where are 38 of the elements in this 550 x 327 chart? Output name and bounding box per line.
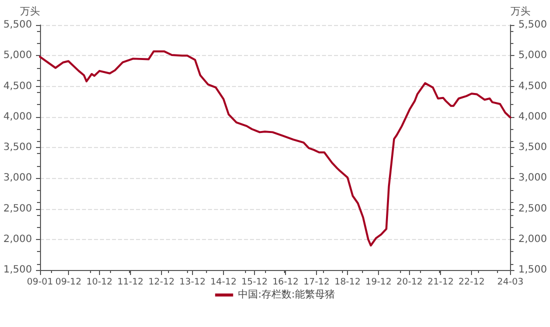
y2-tick-label: 3,500 xyxy=(518,142,548,153)
y2-axis-title: 万头 xyxy=(510,6,530,18)
x-tick-label: 14-12 xyxy=(210,278,237,288)
x-tick-label: 22-12 xyxy=(458,278,485,288)
y-axis-title: 万头 xyxy=(20,6,40,18)
x-tick-label: 13-12 xyxy=(179,278,206,288)
y-tick-label: 4,000 xyxy=(3,111,32,122)
y2-tick-label: 2,000 xyxy=(518,234,548,245)
legend-label: 中国:存栏数:能繁母猪 xyxy=(238,288,335,300)
x-tick-label: 21-12 xyxy=(428,278,454,288)
x-tick-label: 12-12 xyxy=(148,278,175,288)
x-tick-label: 16-12 xyxy=(272,278,299,288)
y-tick-label: 4,500 xyxy=(3,80,32,92)
line-series xyxy=(39,50,512,246)
y2-tick-label: 5,500 xyxy=(518,20,548,30)
y-tick-label: 5,500 xyxy=(3,20,32,30)
y2-tick-label: 4,000 xyxy=(518,111,548,122)
y2-tick-label: 3,000 xyxy=(518,172,548,184)
x-tick-label: 20-12 xyxy=(396,278,423,288)
y2-tick-label: 5,000 xyxy=(518,50,548,62)
y-tick-label: 5,000 xyxy=(3,50,32,62)
x-tick-label: 19-12 xyxy=(365,278,392,288)
x-tick-label: 24-03 xyxy=(497,278,524,288)
y2-tick-label: 1,500 xyxy=(518,264,548,276)
x-tick-label: 09-01 xyxy=(26,278,54,288)
x-tick-label: 17-12 xyxy=(303,278,330,288)
y2-tick-label: 4,500 xyxy=(518,80,548,92)
y2-tick-label: 2,500 xyxy=(518,203,548,214)
x-tick-label: 18-12 xyxy=(334,278,361,288)
x-tick-label: 11-12 xyxy=(117,278,144,288)
x-tick-label: 10-12 xyxy=(86,278,113,288)
x-tick-label: 09-12 xyxy=(55,278,82,288)
y-tick-label: 3,000 xyxy=(3,172,32,184)
x-tick-label: 15-12 xyxy=(241,278,268,288)
y-tick-label: 3,500 xyxy=(3,142,32,153)
y-tick-label: 2,000 xyxy=(3,234,32,245)
y-tick-label: 1,500 xyxy=(3,264,32,276)
y-tick-label: 2,500 xyxy=(3,203,32,214)
